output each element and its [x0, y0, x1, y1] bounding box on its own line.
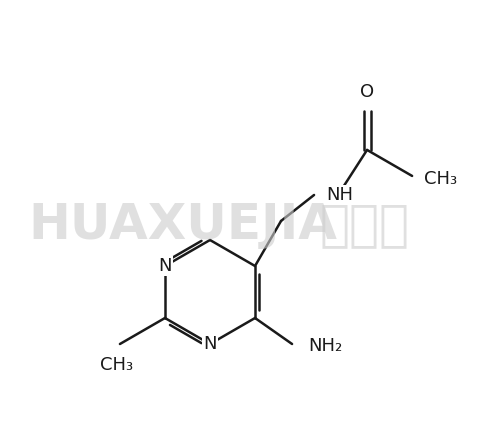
Text: HUAXUEJIA: HUAXUEJIA: [28, 201, 337, 249]
Text: 化学加: 化学加: [320, 201, 410, 249]
Text: NH₂: NH₂: [308, 337, 343, 355]
Text: NH: NH: [326, 186, 353, 204]
Text: N: N: [158, 257, 172, 275]
Text: CH₃: CH₃: [100, 356, 134, 374]
Text: CH₃: CH₃: [424, 170, 457, 188]
Text: N: N: [203, 335, 217, 353]
Text: O: O: [360, 83, 374, 101]
